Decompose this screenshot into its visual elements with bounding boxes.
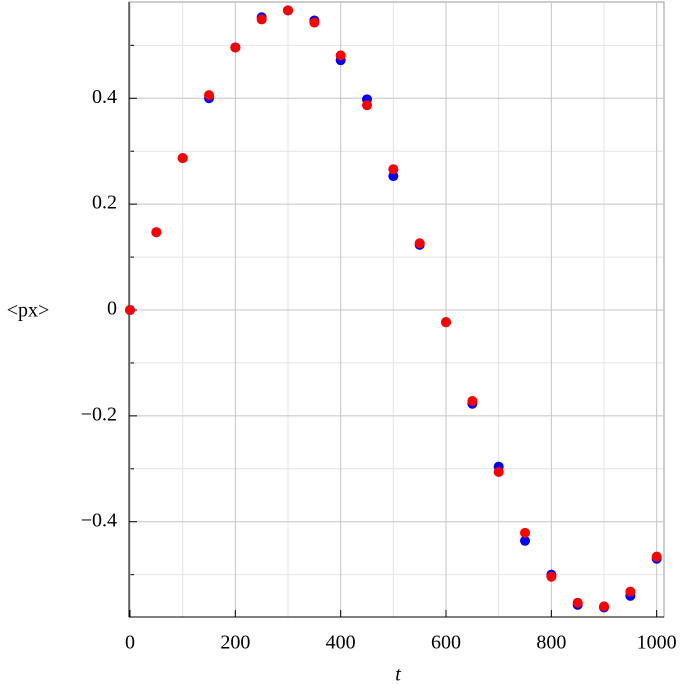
y-tick-label: −0.4 bbox=[81, 509, 117, 531]
x-tick-label: 800 bbox=[536, 632, 566, 654]
x-tick-label: 400 bbox=[326, 632, 356, 654]
data-point bbox=[151, 227, 162, 238]
data-point bbox=[362, 100, 373, 111]
y-axis-label: <px> bbox=[7, 300, 50, 322]
data-point bbox=[520, 527, 531, 538]
data-point bbox=[256, 14, 267, 25]
x-axis-label: t bbox=[395, 664, 401, 684]
data-point bbox=[493, 466, 504, 477]
data-point bbox=[388, 164, 399, 175]
data-point bbox=[335, 50, 346, 61]
x-tick-label: 200 bbox=[220, 632, 250, 654]
x-tick-label: 0 bbox=[125, 632, 135, 654]
x-tick-label: 600 bbox=[431, 632, 461, 654]
data-point bbox=[467, 396, 478, 407]
data-point bbox=[309, 17, 320, 28]
y-tick-label: 0.2 bbox=[92, 192, 117, 214]
y-tick-label: 0 bbox=[107, 298, 117, 320]
data-point bbox=[204, 90, 215, 101]
x-tick-label: 1000 bbox=[637, 632, 677, 654]
data-point bbox=[599, 601, 610, 612]
data-point bbox=[651, 551, 662, 562]
data-point bbox=[230, 42, 241, 53]
data-point bbox=[414, 238, 425, 249]
data-point bbox=[572, 597, 583, 608]
data-point bbox=[283, 5, 294, 16]
data-point bbox=[125, 305, 135, 315]
data-point bbox=[177, 153, 188, 164]
data-point bbox=[520, 535, 531, 546]
data-point bbox=[388, 171, 399, 182]
data-point bbox=[546, 571, 557, 582]
y-tick-label: 0.4 bbox=[92, 86, 117, 108]
data-point bbox=[625, 586, 636, 597]
data-point bbox=[441, 317, 452, 328]
y-tick-label: −0.2 bbox=[81, 403, 117, 425]
